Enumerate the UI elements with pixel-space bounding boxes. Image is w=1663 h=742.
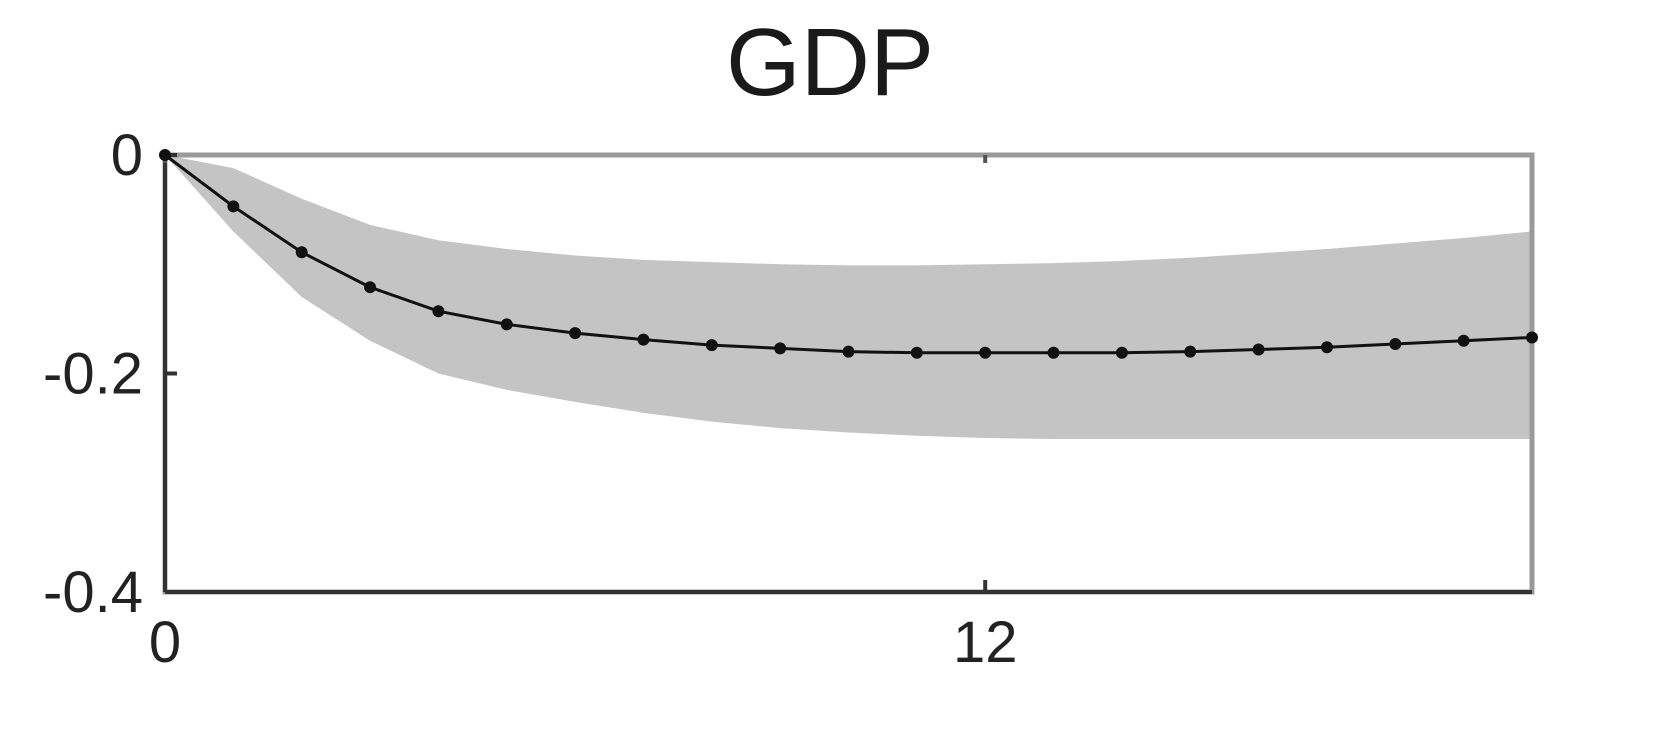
series-point <box>1320 341 1333 354</box>
x-tick-label: 0 <box>149 610 181 675</box>
y-tick-label: -0.4 <box>43 560 143 625</box>
series-point <box>637 333 650 346</box>
series-point <box>774 342 787 355</box>
series-point <box>1115 346 1128 359</box>
x-tick-label: 12 <box>953 610 1018 675</box>
series-point <box>159 149 171 161</box>
axes <box>162 152 1535 595</box>
series-point <box>1047 346 1060 359</box>
y-tick-label: 0 <box>111 123 143 188</box>
series-point <box>842 345 855 358</box>
y-tick-label: -0.2 <box>43 342 143 407</box>
confidence-band <box>165 155 1532 440</box>
series-point <box>1252 343 1265 356</box>
series-point <box>910 346 923 359</box>
series-layer <box>159 149 1538 359</box>
series-point <box>1184 345 1197 358</box>
series-point <box>295 246 308 259</box>
chart-title: GDP <box>726 9 934 116</box>
series-point <box>432 305 445 318</box>
series-point <box>569 327 582 340</box>
series-point <box>1389 338 1402 351</box>
tick-labels: 0-0.2-0.40 12 <box>43 123 1017 675</box>
series-point <box>1526 331 1538 344</box>
series-point <box>979 346 992 359</box>
series-point <box>1457 334 1470 347</box>
series-point <box>705 339 718 352</box>
series-point <box>500 318 513 331</box>
series-point <box>227 200 240 213</box>
series-point <box>364 281 377 294</box>
confidence-band-layer <box>165 155 1532 440</box>
